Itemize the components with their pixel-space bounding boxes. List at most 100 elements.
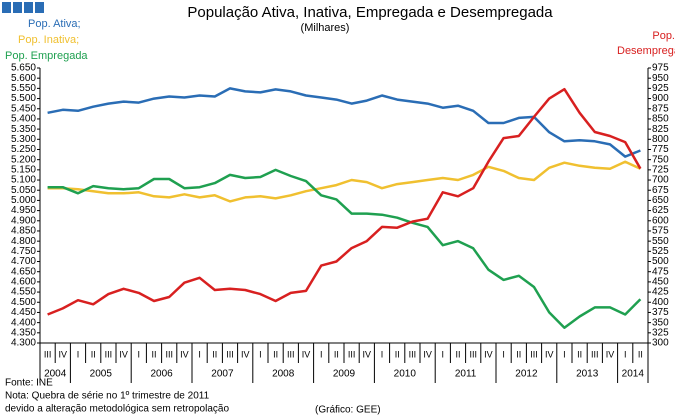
y-tick-label: 5.100 bbox=[11, 175, 36, 186]
series-line bbox=[47, 168, 642, 329]
series-line bbox=[47, 87, 641, 158]
logo bbox=[2, 2, 11, 13]
year-label: 2006 bbox=[150, 369, 173, 380]
series-line bbox=[47, 160, 641, 203]
y-tick-label: 4.950 bbox=[11, 205, 36, 216]
y-tick-label: 5.350 bbox=[11, 124, 36, 135]
y-tick-label: 4.700 bbox=[11, 256, 36, 267]
y2-tick-label: 850 bbox=[652, 114, 669, 125]
year-label: 2013 bbox=[576, 369, 599, 380]
y2-tick-label: 475 bbox=[652, 266, 669, 277]
x-tick-label: II bbox=[273, 349, 278, 359]
y-tick-label: 5.400 bbox=[11, 114, 36, 125]
x-tick-label: I bbox=[138, 349, 141, 359]
year-label: 2010 bbox=[394, 369, 417, 380]
y2-tick-label: 750 bbox=[652, 154, 669, 165]
x-tick-label: I bbox=[198, 349, 201, 359]
y-tick-label: 4.600 bbox=[11, 277, 36, 288]
y2-tick-label: 350 bbox=[652, 317, 669, 328]
y2-tick-label: 725 bbox=[652, 164, 669, 175]
logo bbox=[35, 2, 44, 13]
y-tick-label: 5.500 bbox=[11, 93, 36, 104]
y-tick-label: 5.650 bbox=[11, 63, 36, 74]
x-tick-label: III bbox=[44, 349, 52, 359]
y2-tick-label: 550 bbox=[652, 236, 669, 247]
x-tick-label: I bbox=[320, 349, 323, 359]
y2-tick-label: 325 bbox=[652, 327, 669, 338]
x-tick-label: III bbox=[409, 349, 417, 359]
x-tick-label: III bbox=[165, 349, 173, 359]
legend-item-box: Pop. Desempregada bbox=[617, 30, 675, 57]
y-tick-label: 4.900 bbox=[11, 215, 36, 226]
x-tick-label: IV bbox=[59, 349, 68, 359]
y2-tick-label: 425 bbox=[652, 287, 669, 298]
y2-tick-label: 625 bbox=[652, 205, 669, 216]
x-tick-label: I bbox=[442, 349, 445, 359]
year-label: 2011 bbox=[455, 369, 477, 380]
x-tick-label: IV bbox=[423, 349, 432, 359]
x-tick-label: IV bbox=[180, 349, 189, 359]
year-label: 2012 bbox=[515, 369, 538, 380]
y2-tick-label: 975 bbox=[652, 63, 669, 74]
legend-item: Pop. Desempregada bbox=[617, 30, 675, 57]
y2-tick-label: 525 bbox=[652, 246, 669, 257]
y2-tick-label: 800 bbox=[652, 134, 669, 145]
x-tick-label: III bbox=[530, 349, 538, 359]
y-tick-label: 5.550 bbox=[11, 83, 36, 94]
x-tick-label: II bbox=[638, 349, 643, 359]
x-tick-label: IV bbox=[363, 349, 372, 359]
y2-tick-label: 400 bbox=[652, 297, 669, 308]
x-tick-label: IV bbox=[119, 349, 128, 359]
x-tick-label: III bbox=[348, 349, 356, 359]
x-tick-label: III bbox=[469, 349, 477, 359]
logo bbox=[13, 2, 22, 13]
x-tick-label: II bbox=[151, 349, 156, 359]
y-tick-label: 4.850 bbox=[11, 226, 36, 237]
year-label: 2014 bbox=[622, 369, 645, 380]
legend-item: Pop. Inativa; bbox=[18, 34, 79, 46]
note: Fonte: INE bbox=[5, 378, 53, 389]
y2-tick-label: 575 bbox=[652, 226, 669, 237]
note: Nota: Quebra de série no 1º trimestre de… bbox=[5, 391, 210, 402]
legend-item: Pop. Empregada bbox=[5, 50, 88, 62]
y-tick-label: 4.400 bbox=[11, 317, 36, 328]
x-tick-label: I bbox=[624, 349, 627, 359]
x-tick-label: IV bbox=[484, 349, 493, 359]
logo bbox=[24, 2, 33, 13]
y2-tick-label: 700 bbox=[652, 175, 669, 186]
y-tick-label: 4.750 bbox=[11, 246, 36, 257]
year-label: 2008 bbox=[272, 369, 295, 380]
y-tick-label: 4.650 bbox=[11, 266, 36, 277]
y2-tick-label: 600 bbox=[652, 215, 669, 226]
x-tick-label: IV bbox=[302, 349, 311, 359]
x-tick-label: I bbox=[381, 349, 384, 359]
y-tick-label: 5.300 bbox=[11, 134, 36, 145]
y-tick-label: 5.150 bbox=[11, 164, 36, 175]
x-tick-label: IV bbox=[545, 349, 554, 359]
x-tick-label: II bbox=[334, 349, 339, 359]
note: devido a alteração metodológica sem retr… bbox=[5, 404, 229, 415]
y2-tick-label: 900 bbox=[652, 93, 669, 104]
x-tick-label: III bbox=[105, 349, 113, 359]
x-tick-label: II bbox=[516, 349, 521, 359]
y2-tick-label: 875 bbox=[652, 103, 669, 114]
legend-item: Pop. Ativa; bbox=[28, 18, 81, 30]
x-tick-label: II bbox=[395, 349, 400, 359]
x-tick-label: I bbox=[502, 349, 505, 359]
y2-tick-label: 950 bbox=[652, 73, 669, 84]
x-tick-label: II bbox=[455, 349, 460, 359]
series-line bbox=[47, 87, 642, 316]
x-tick-label: II bbox=[91, 349, 96, 359]
y-tick-label: 4.450 bbox=[11, 307, 36, 318]
y-tick-label: 5.250 bbox=[11, 144, 36, 155]
y2-tick-label: 500 bbox=[652, 256, 669, 267]
year-label: 2004 bbox=[44, 369, 67, 380]
x-tick-label: III bbox=[226, 349, 234, 359]
y2-tick-label: 775 bbox=[652, 144, 669, 155]
x-tick-label: III bbox=[591, 349, 599, 359]
y2-tick-label: 300 bbox=[652, 338, 669, 349]
y-tick-label: 4.350 bbox=[11, 327, 36, 338]
x-tick-label: IV bbox=[241, 349, 250, 359]
y-tick-label: 5.050 bbox=[11, 185, 36, 196]
